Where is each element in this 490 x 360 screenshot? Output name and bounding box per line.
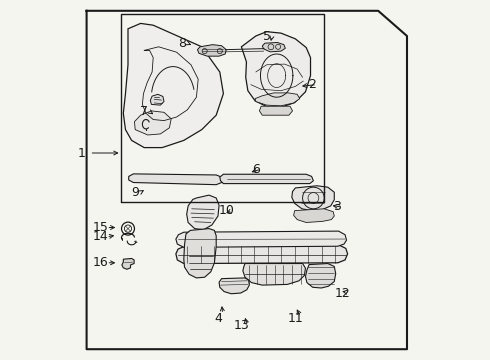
Polygon shape <box>176 231 346 247</box>
Polygon shape <box>122 258 134 269</box>
Text: 4: 4 <box>214 312 222 325</box>
Text: 8: 8 <box>178 37 186 50</box>
Polygon shape <box>187 195 219 230</box>
Polygon shape <box>197 45 226 56</box>
Text: 15: 15 <box>93 221 109 234</box>
Polygon shape <box>242 32 311 107</box>
Polygon shape <box>184 229 216 278</box>
Polygon shape <box>292 186 334 211</box>
Polygon shape <box>176 245 347 264</box>
Polygon shape <box>134 111 171 135</box>
Text: 13: 13 <box>234 319 249 332</box>
Polygon shape <box>129 174 221 185</box>
Polygon shape <box>262 42 285 52</box>
Text: 9: 9 <box>131 186 139 199</box>
Text: 1: 1 <box>77 147 85 159</box>
Polygon shape <box>243 264 305 285</box>
Polygon shape <box>259 106 293 115</box>
Text: 12: 12 <box>334 287 350 300</box>
Polygon shape <box>294 209 334 222</box>
Text: 2: 2 <box>308 78 316 91</box>
Text: 3: 3 <box>333 201 341 213</box>
Polygon shape <box>150 94 164 105</box>
Polygon shape <box>220 174 314 184</box>
Text: 10: 10 <box>219 204 235 217</box>
Text: 7: 7 <box>140 105 148 118</box>
Text: 16: 16 <box>93 256 109 269</box>
Text: 11: 11 <box>288 312 303 325</box>
Text: 5: 5 <box>263 30 270 42</box>
Polygon shape <box>255 93 300 106</box>
Polygon shape <box>123 23 223 148</box>
Polygon shape <box>305 264 336 288</box>
Text: 14: 14 <box>93 230 109 243</box>
Text: 6: 6 <box>252 163 260 176</box>
Polygon shape <box>219 278 249 294</box>
